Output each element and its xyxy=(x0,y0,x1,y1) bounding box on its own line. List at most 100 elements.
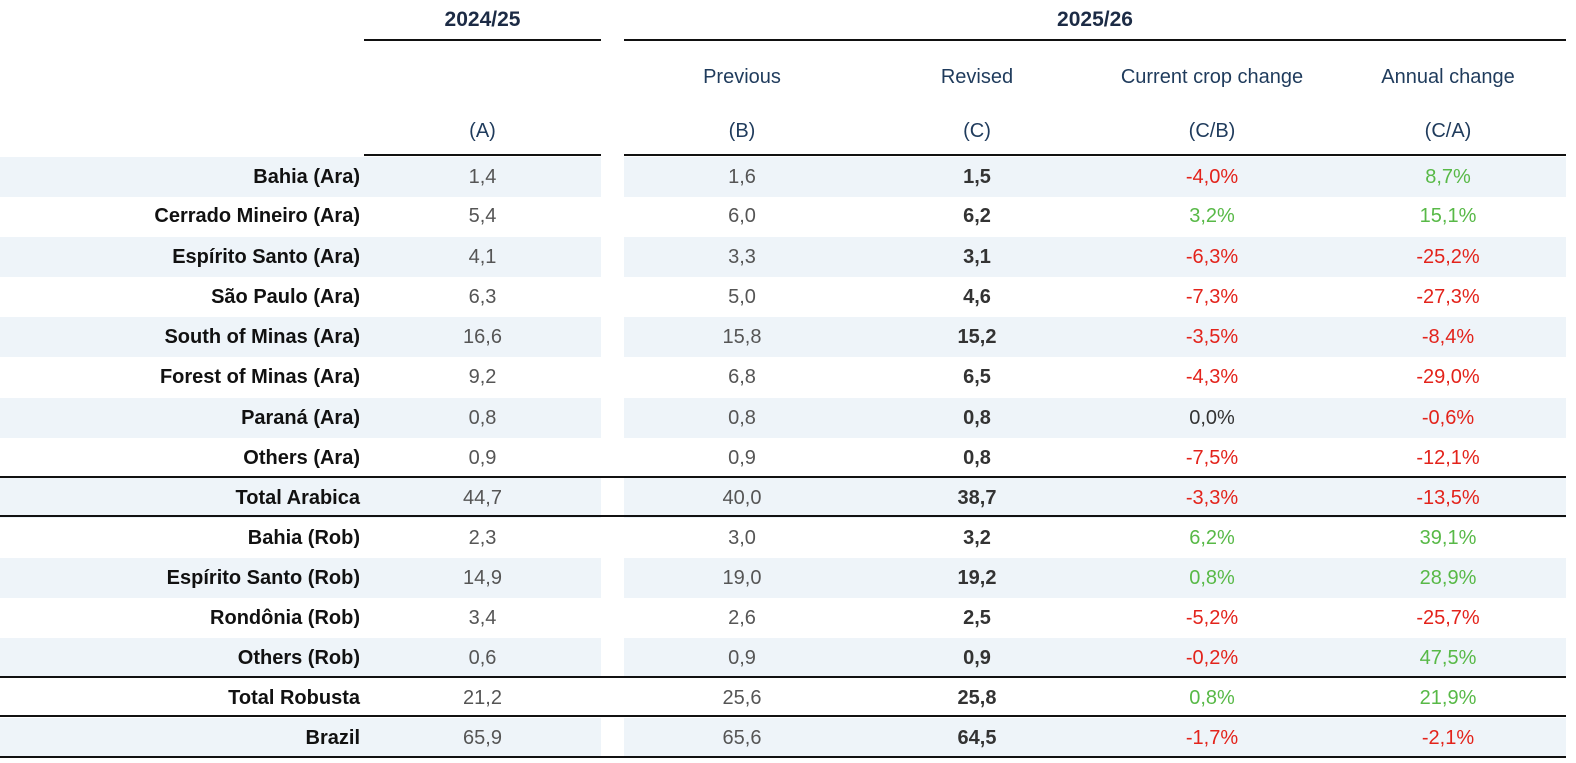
value-revised: 0,9 xyxy=(963,647,991,669)
table-row: Bahia (Ara) 1,4 1,6 1,5 -4,0% 8,7% xyxy=(0,157,1576,197)
row-label: Forest of Minas (Ara) xyxy=(159,366,360,388)
value-current-crop-change: -4,3% xyxy=(1185,366,1239,388)
value-annual-change: -2,1% xyxy=(1421,727,1475,749)
value-current-crop-change: -7,3% xyxy=(1185,286,1239,308)
value-previous: 5,0 xyxy=(728,286,756,308)
value-2024-25: 21,2 xyxy=(463,687,502,709)
col-e-code: (C/A) xyxy=(1424,120,1472,142)
table-row: Forest of Minas (Ara) 9,2 6,8 6,5 -4,3% -29,0… xyxy=(0,357,1576,397)
value-current-crop-change: -3,3% xyxy=(1185,487,1239,509)
section-rule xyxy=(0,515,1566,517)
row-shade xyxy=(0,638,601,678)
value-annual-change: -25,7% xyxy=(1416,607,1480,629)
value-2024-25: 2,3 xyxy=(468,527,497,549)
row-label: Espírito Santo (Rob) xyxy=(166,567,360,589)
value-current-crop-change: -3,5% xyxy=(1185,326,1239,348)
row-shade xyxy=(624,237,1566,277)
table-row: Paraná (Ara) 0,8 0,8 0,8 0,0% -0,6% xyxy=(0,398,1576,438)
row-label: Brazil xyxy=(305,727,360,749)
value-annual-change: 28,9% xyxy=(1419,567,1477,589)
value-annual-change: -27,3% xyxy=(1416,286,1480,308)
col-e-title: Annual change xyxy=(1381,66,1515,88)
table-row: Espírito Santo (Rob) 14,9 19,0 19,2 0,8% 28,9… xyxy=(0,558,1576,598)
value-previous: 15,8 xyxy=(722,326,762,348)
section-rule xyxy=(0,676,1566,678)
value-annual-change: 47,5% xyxy=(1419,647,1477,669)
value-2024-25: 0,9 xyxy=(468,447,497,469)
value-previous: 65,6 xyxy=(722,727,762,749)
value-2024-25: 1,4 xyxy=(468,166,497,188)
table-row: Espírito Santo (Ara) 4,1 3,3 3,1 -6,3% -25,2% xyxy=(0,237,1576,277)
value-previous: 1,6 xyxy=(728,166,756,188)
header-bottom-rule-a xyxy=(364,154,601,156)
row-label: Bahia (Ara) xyxy=(253,166,360,188)
row-label: Others (Rob) xyxy=(237,647,360,669)
value-annual-change: -29,0% xyxy=(1416,366,1480,388)
table-row: São Paulo (Ara) 6,3 5,0 4,6 -7,3% -27,3% xyxy=(0,277,1576,317)
value-current-crop-change: -7,5% xyxy=(1185,447,1239,469)
year-header-2024-25: 2024/25 xyxy=(444,8,521,31)
table-row: South of Minas (Ara) 16,6 15,8 15,2 -3,5% -8,… xyxy=(0,317,1576,357)
value-annual-change: -8,4% xyxy=(1421,326,1475,348)
row-shade xyxy=(0,558,601,598)
value-2024-25: 4,1 xyxy=(468,246,497,268)
value-current-crop-change: 0,8% xyxy=(1189,567,1235,589)
row-label: Paraná (Ara) xyxy=(241,407,360,429)
value-annual-change: -0,6% xyxy=(1421,407,1475,429)
row-shade xyxy=(624,398,1566,438)
value-previous: 40,0 xyxy=(722,487,762,509)
value-revised: 25,8 xyxy=(957,687,997,709)
value-current-crop-change: 0,8% xyxy=(1189,687,1235,709)
table-row: Total Arabica 44,7 40,0 38,7 -3,3% -13,5% xyxy=(0,478,1576,518)
col-c-code: (C) xyxy=(963,120,991,142)
row-shade xyxy=(624,558,1566,598)
value-current-crop-change: -4,0% xyxy=(1185,166,1239,188)
value-annual-change: -25,2% xyxy=(1416,246,1480,268)
row-shade xyxy=(0,718,601,758)
row-shade xyxy=(624,478,1566,518)
value-revised: 3,1 xyxy=(963,246,991,268)
value-2024-25: 16,6 xyxy=(463,326,502,348)
value-2024-25: 0,8 xyxy=(468,407,497,429)
section-rule xyxy=(0,476,1566,478)
value-annual-change: -13,5% xyxy=(1416,487,1480,509)
col-b-title: Previous xyxy=(703,66,781,88)
value-previous: 19,0 xyxy=(722,567,762,589)
value-previous: 6,0 xyxy=(728,205,756,227)
row-shade xyxy=(0,237,601,277)
value-revised: 64,5 xyxy=(957,727,997,749)
value-revised: 19,2 xyxy=(957,567,997,589)
header-rule-2024-25 xyxy=(364,39,601,41)
value-current-crop-change: 3,2% xyxy=(1189,205,1235,227)
row-label: Total Arabica xyxy=(235,487,360,509)
row-label: São Paulo (Ara) xyxy=(211,286,360,308)
row-shade xyxy=(0,478,601,518)
value-current-crop-change: 6,2% xyxy=(1189,527,1235,549)
row-label: Total Robusta xyxy=(228,687,360,709)
section-rule xyxy=(0,715,1566,717)
value-revised: 0,8 xyxy=(963,407,991,429)
value-previous: 2,6 xyxy=(728,607,756,629)
row-label: Espírito Santo (Ara) xyxy=(172,246,360,268)
col-b-code: (B) xyxy=(728,120,756,142)
col-a-code: (A) xyxy=(469,120,496,142)
row-label: Cerrado Mineiro (Ara) xyxy=(154,205,360,227)
value-revised: 3,2 xyxy=(963,527,991,549)
value-previous: 6,8 xyxy=(728,366,756,388)
row-label: Bahia (Rob) xyxy=(247,527,360,549)
table-row: Others (Rob) 0,6 0,9 0,9 -0,2% 47,5% xyxy=(0,638,1576,678)
value-current-crop-change: 0,0% xyxy=(1189,407,1235,429)
value-previous: 0,9 xyxy=(728,447,756,469)
header-rule-2025-26 xyxy=(624,39,1566,41)
year-header-2025-26: 2025/26 xyxy=(1057,8,1133,31)
row-label: Others (Ara) xyxy=(243,447,360,469)
value-2024-25: 3,4 xyxy=(468,607,497,629)
row-shade xyxy=(0,157,601,197)
value-previous: 0,8 xyxy=(728,407,756,429)
value-2024-25: 9,2 xyxy=(468,366,497,388)
value-annual-change: 21,9% xyxy=(1419,687,1477,709)
row-shade xyxy=(0,398,601,438)
value-revised: 15,2 xyxy=(957,326,997,348)
section-rule xyxy=(0,756,1566,758)
value-2024-25: 65,9 xyxy=(463,727,502,749)
